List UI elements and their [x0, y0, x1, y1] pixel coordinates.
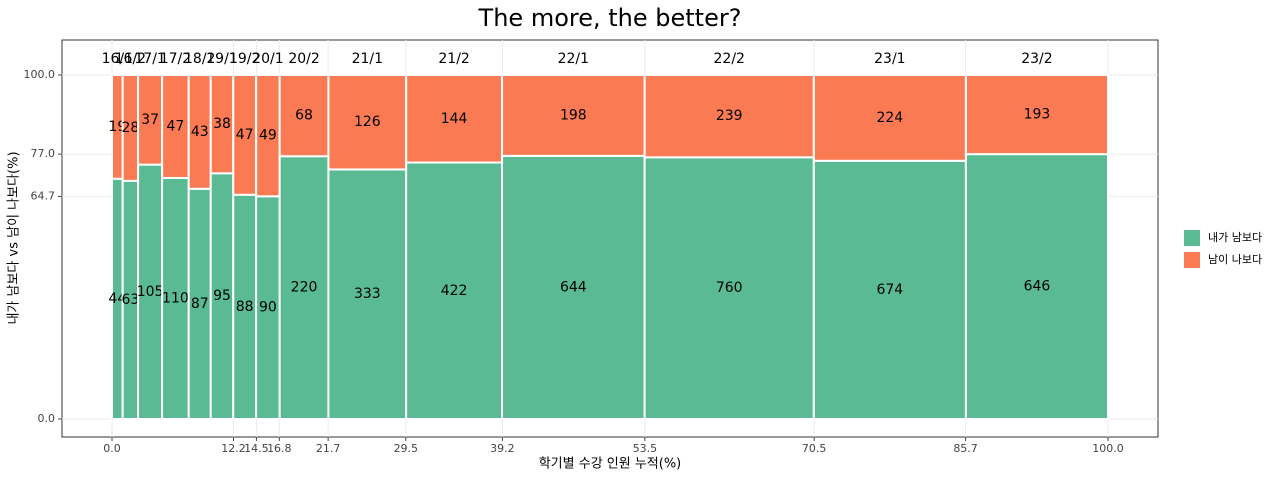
x-tick-label: 70.5	[802, 442, 827, 455]
mosaic-cell	[327, 74, 408, 171]
data-label: 37	[141, 112, 159, 128]
category-label: 16/1	[102, 51, 133, 67]
data-label: 49	[259, 128, 277, 144]
y-axis-label: 내가 남보다 vs 남이 나보다(%)	[7, 151, 22, 324]
mosaic-cell	[964, 153, 1109, 420]
x-tick-label: 14.5	[244, 442, 269, 455]
data-label: 90	[259, 300, 277, 316]
data-label: 674	[876, 282, 903, 298]
mosaic-cell	[137, 163, 164, 420]
data-label: 198	[560, 107, 587, 123]
category-label: 20/2	[288, 51, 319, 67]
legend-label: 내가 남보다	[1208, 231, 1262, 244]
category-label: 21/1	[352, 51, 383, 67]
category-label: 23/1	[874, 51, 905, 67]
category-label: 19/2	[229, 51, 260, 67]
category-label: 18/2	[184, 51, 215, 67]
mosaic-cell	[812, 74, 967, 162]
data-label: 224	[876, 110, 903, 126]
mosaic-cell	[643, 156, 815, 420]
data-label: 126	[354, 114, 381, 130]
chart-title: The more, the better?	[478, 4, 742, 32]
legend-label: 남이 나보다	[1208, 253, 1262, 266]
legend-swatch	[1184, 252, 1200, 268]
category-label: 22/1	[558, 51, 589, 67]
data-label: 110	[162, 290, 189, 306]
data-label: 87	[191, 296, 209, 312]
category-label: 19/1	[206, 51, 237, 67]
data-label: 193	[1024, 107, 1051, 123]
mosaic-cell	[327, 168, 408, 420]
data-label: 646	[1024, 279, 1051, 295]
data-label: 38	[213, 116, 231, 132]
data-label: 105	[137, 284, 164, 300]
category-label: 20/1	[252, 51, 283, 67]
y-tick-label: 0.0	[38, 412, 56, 425]
x-tick-label: 12.2	[221, 442, 246, 455]
data-label: 88	[236, 299, 254, 315]
data-label: 43	[191, 124, 209, 140]
category-label: 21/2	[438, 51, 469, 67]
data-label: 28	[121, 120, 139, 136]
data-label: 333	[354, 286, 381, 302]
category-label: 17/1	[134, 51, 165, 67]
mosaic-cell	[278, 155, 330, 420]
x-tick-label: 85.7	[953, 442, 978, 455]
x-tick-label: 39.2	[490, 442, 515, 455]
y-tick-label: 64.7	[31, 189, 56, 202]
legend-swatch	[1184, 230, 1200, 246]
y-tick-label: 77.0	[31, 147, 56, 160]
x-tick-label: 53.5	[633, 442, 658, 455]
x-axis-label: 학기별 수강 인원 누적(%)	[539, 457, 682, 472]
data-label: 239	[716, 108, 743, 124]
mosaic-cell	[501, 74, 646, 157]
data-label: 95	[213, 288, 231, 304]
y-tick-label: 100.0	[24, 68, 56, 81]
mosaic-cell	[161, 176, 190, 420]
x-tick-label: 100.0	[1092, 442, 1124, 455]
data-label: 422	[441, 283, 468, 299]
category-label: 22/2	[714, 51, 745, 67]
data-label: 47	[167, 118, 185, 134]
category-label: 17/2	[160, 51, 191, 67]
x-tick-label: 29.5	[394, 442, 419, 455]
data-label: 144	[441, 111, 468, 127]
category-label: 23/2	[1021, 51, 1052, 67]
data-label: 760	[716, 280, 743, 296]
x-tick-label: 0.0	[103, 442, 121, 455]
x-tick-label: 21.7	[316, 442, 341, 455]
data-label: 68	[295, 108, 313, 124]
data-label: 644	[560, 279, 587, 295]
data-label: 220	[291, 280, 318, 296]
data-label: 63	[121, 292, 139, 308]
category-label: 16/2	[115, 51, 146, 67]
mosaic-cell	[643, 74, 815, 159]
data-label: 47	[236, 127, 254, 143]
mosaic-cell	[964, 74, 1109, 156]
x-tick-label: 16.8	[267, 442, 292, 455]
